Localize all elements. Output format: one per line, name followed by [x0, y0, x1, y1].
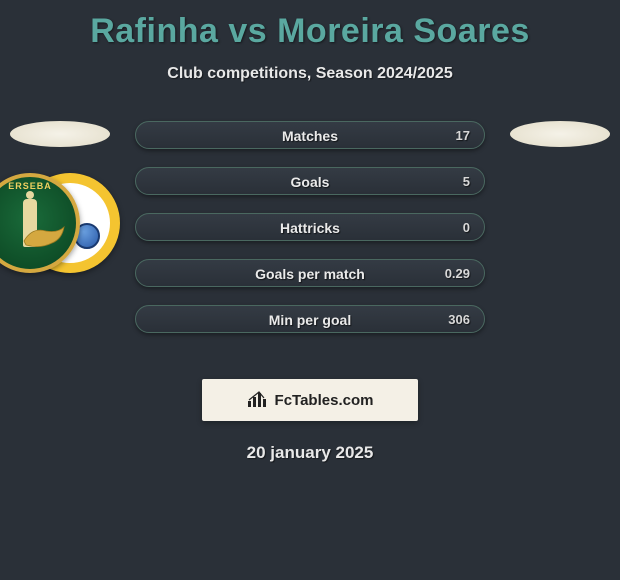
- stat-label: Hattricks: [136, 214, 484, 242]
- stat-label: Goals per match: [136, 260, 484, 288]
- club-badge-right-text: ERSEBA: [8, 181, 52, 191]
- stat-value: 0.29: [445, 260, 470, 288]
- stat-row: Matches 17: [135, 121, 485, 149]
- stat-label: Goals: [136, 168, 484, 196]
- subtitle: Club competitions, Season 2024/2025: [0, 65, 620, 83]
- date-text: 20 january 2025: [0, 443, 620, 463]
- brand-text: FcTables.com: [275, 392, 374, 409]
- player-right-placeholder: [510, 121, 610, 147]
- stat-row: Hattricks 0: [135, 213, 485, 241]
- player-left-placeholder: [10, 121, 110, 147]
- stat-value: 306: [448, 306, 470, 334]
- stat-row: Goals per match 0.29: [135, 259, 485, 287]
- stat-row: Min per goal 306: [135, 305, 485, 333]
- stat-label: Matches: [136, 122, 484, 150]
- crocodile-icon: [22, 221, 66, 251]
- comparison-stage: 88 ERSEBA Matches 17 Goals 5 Hattricks 0…: [0, 121, 620, 361]
- stat-value: 17: [456, 122, 470, 150]
- stat-row: Goals 5: [135, 167, 485, 195]
- brand-box[interactable]: FcTables.com: [202, 379, 418, 421]
- bar-chart-icon: [247, 391, 269, 409]
- page-title: Rafinha vs Moreira Soares: [0, 0, 620, 51]
- stat-bars: Matches 17 Goals 5 Hattricks 0 Goals per…: [135, 121, 485, 351]
- stat-value: 0: [463, 214, 470, 242]
- stat-label: Min per goal: [136, 306, 484, 334]
- stat-value: 5: [463, 168, 470, 196]
